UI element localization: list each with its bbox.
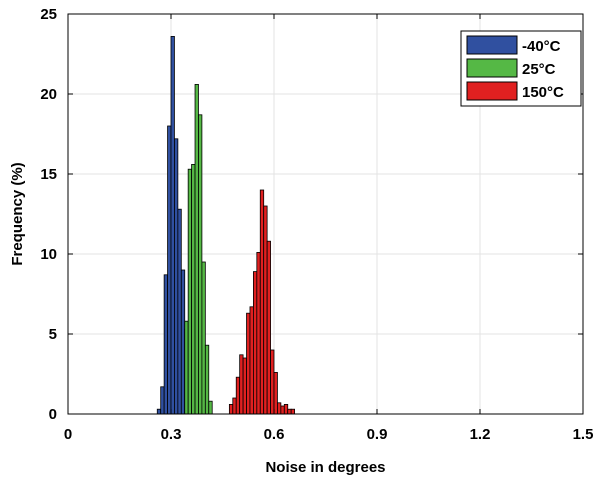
- histogram-bar: [194, 84, 199, 415]
- histogram-bar: [235, 376, 241, 415]
- x-axis-label: Noise in degrees: [265, 459, 385, 476]
- histogram-bar: [287, 408, 292, 415]
- histogram-bar: [228, 403, 234, 415]
- legend-label: 25°C: [522, 61, 556, 78]
- histogram-bar: [160, 386, 165, 415]
- histogram-bar: [191, 163, 196, 415]
- histogram-bar: [156, 408, 162, 415]
- histogram-bar: [177, 208, 182, 415]
- y-tick-label: 10: [40, 246, 57, 263]
- x-tick-label: 0.3: [161, 426, 182, 443]
- histogram-bar: [283, 403, 289, 415]
- legend-swatch: [466, 81, 518, 101]
- histogram-bar: [270, 349, 275, 415]
- histogram-bar: [249, 306, 254, 415]
- histogram-bar: [259, 189, 265, 415]
- histogram-bar: [208, 400, 213, 415]
- y-tick-label: 20: [40, 86, 57, 103]
- histogram-bar: [290, 408, 295, 415]
- histogram-bar: [263, 205, 268, 415]
- histogram-bar: [252, 271, 258, 415]
- histogram-bar: [201, 261, 206, 415]
- histogram-bar: [170, 36, 175, 415]
- y-tick-label: 5: [49, 326, 57, 343]
- histogram-bar: [266, 240, 271, 415]
- histogram-bar: [204, 344, 210, 415]
- histogram-bar: [187, 168, 193, 415]
- histogram-bar: [273, 371, 278, 415]
- axis-ticks: 0 0.3 0.6 0.9 1.2 1.5 0 5 10 15 20 25: [40, 6, 593, 443]
- x-tick-label: 0.9: [367, 426, 388, 443]
- histogram-bar: [256, 251, 261, 415]
- histogram-bar: [280, 405, 285, 415]
- histogram-bar: [277, 402, 282, 415]
- x-tick-label: 1.2: [470, 426, 491, 443]
- histogram-bar: [246, 312, 251, 415]
- plot-frame: [67, 13, 584, 415]
- legend-label: -40°C: [522, 38, 561, 55]
- histogram-bar: [180, 269, 186, 415]
- legend: -40°C 25°C 150°C: [460, 30, 582, 107]
- y-tick-label: 25: [40, 6, 57, 23]
- histogram-bar: [198, 114, 203, 415]
- legend-swatch: [466, 58, 518, 78]
- histogram-bar: [239, 354, 244, 415]
- legend-swatch: [466, 35, 518, 55]
- histogram-bar: [167, 125, 172, 415]
- x-tick-label: 0: [64, 426, 72, 443]
- histogram-bar: [174, 138, 179, 415]
- y-axis-label: Frequency (%): [9, 162, 26, 265]
- x-tick-label: 1.5: [573, 426, 594, 443]
- histogram-bar: [232, 397, 237, 415]
- y-tick-label: 0: [49, 406, 57, 423]
- histogram-bars: [156, 36, 295, 415]
- legend-label: 150°C: [522, 84, 564, 101]
- histogram-bar: [242, 357, 247, 415]
- x-tick-label: 0.6: [264, 426, 285, 443]
- y-tick-label: 15: [40, 166, 57, 183]
- histogram-bar: [184, 320, 189, 415]
- histogram-bar: [163, 274, 168, 415]
